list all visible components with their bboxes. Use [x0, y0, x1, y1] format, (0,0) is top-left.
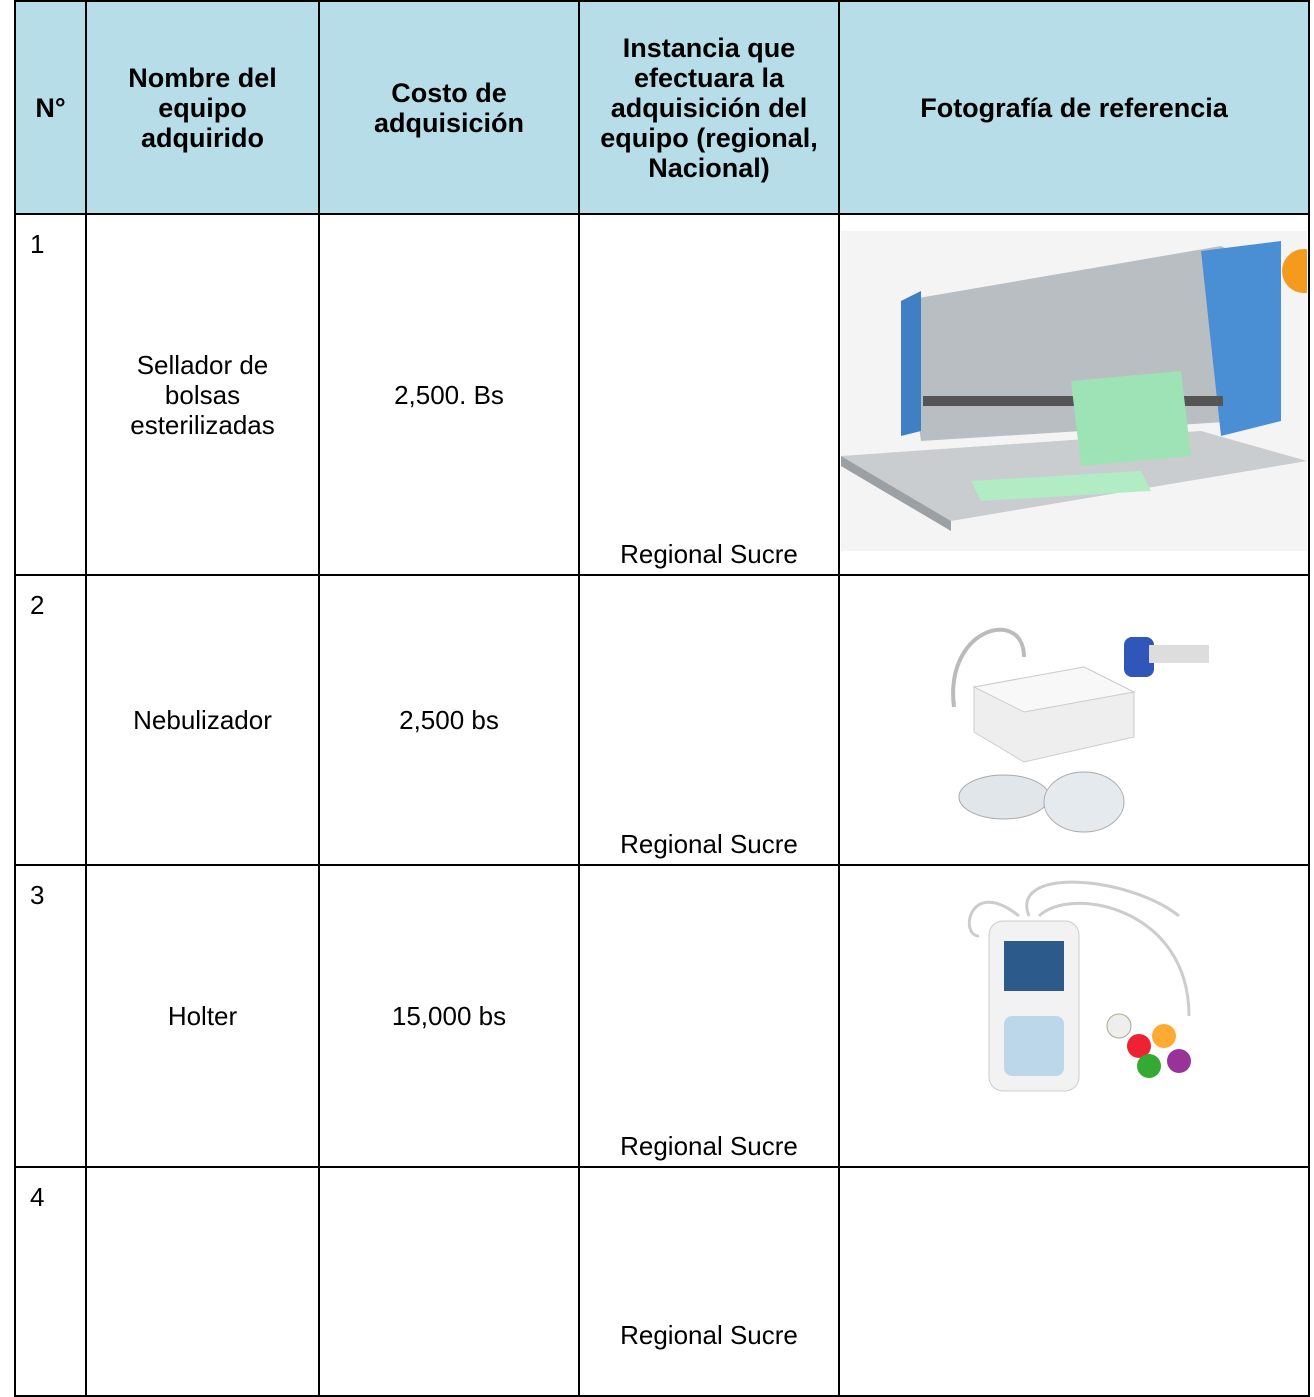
name: Nebulizador [85, 574, 320, 866]
number: 1 [14, 213, 87, 576]
instancia: Regional Sucre [578, 1166, 840, 1397]
sealer-photo [841, 231, 1314, 551]
photo-cell [838, 213, 1314, 576]
header-row: N° Nombre del equipo adquirido Costo de … [14, 0, 1310, 215]
row: 4 Regional Sucre [14, 1166, 1310, 1397]
cost: 15,000 bs [318, 864, 580, 1168]
name: Holter [85, 864, 320, 1168]
row: 2 Nebulizador 2,500 bs Regional Sucre [14, 574, 1310, 866]
number: 2 [14, 574, 87, 866]
name: Sellador de bolsas esterilizadas [85, 213, 320, 576]
photo-cell [838, 864, 1310, 1168]
header-cell: N° [14, 0, 87, 215]
number: 3 [14, 864, 87, 1168]
cost: 2,500 bs [318, 574, 580, 866]
photo-cell [838, 574, 1310, 866]
header-cell: Fotografía de referencia [838, 0, 1310, 215]
number: 4 [14, 1166, 87, 1397]
instancia: Regional Sucre [578, 213, 840, 576]
header-cell: Instancia que efectuara la adquisición d… [578, 0, 840, 215]
holter-photo [967, 880, 1191, 1092]
header-cell: Costo de adquisición [318, 0, 580, 215]
instancia: Regional Sucre [578, 574, 840, 866]
cost [318, 1166, 580, 1397]
header-cell: Nombre del equipo adquirido [85, 0, 320, 215]
photo-cell [838, 1166, 1310, 1397]
row: 1 Sellador de bolsas esterilizadas 2,500… [14, 213, 1314, 576]
row: 3 Holter 15,000 bs Regional Sucre [14, 864, 1310, 1168]
instancia: Regional Sucre [578, 864, 840, 1168]
equipment-table: N° Nombre del equipo adquirido Costo de … [14, 0, 1314, 1397]
cost: 2,500. Bs [318, 213, 580, 576]
name [85, 1166, 320, 1397]
nebulizer-photo [951, 627, 1209, 832]
